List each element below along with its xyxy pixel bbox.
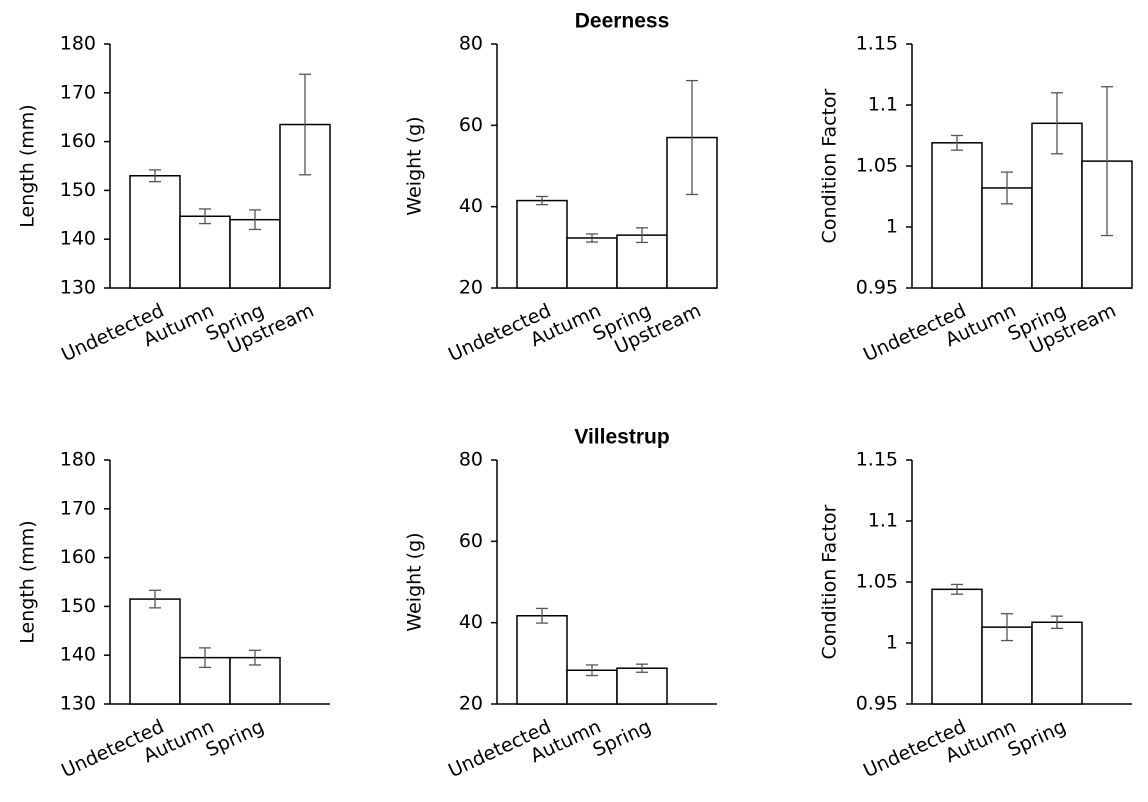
y-tick-label: 1 <box>886 632 898 654</box>
y-tick-label: 0.95 <box>856 277 898 299</box>
error-bar <box>951 583 963 595</box>
bar <box>516 615 568 705</box>
y-tick-label: 170 <box>60 497 96 519</box>
bar <box>566 237 618 289</box>
y-axis-label: Weight (g) <box>404 532 426 631</box>
y-tick-label: 130 <box>60 277 96 299</box>
y-tick-label: 1.1 <box>868 510 898 532</box>
y-tick-label: 60 <box>459 114 483 136</box>
y-tick-label: 40 <box>459 611 483 633</box>
y-tick-label: 160 <box>60 130 96 152</box>
bar <box>616 667 668 705</box>
bar <box>129 175 181 289</box>
y-tick-label: 170 <box>60 81 96 103</box>
y-axis-label: Condition Factor <box>819 504 841 659</box>
error-bar <box>1101 86 1113 237</box>
chart-title: Villestrup <box>574 426 669 449</box>
y-tick-label: 150 <box>60 595 96 617</box>
bar <box>229 218 281 289</box>
bar <box>931 142 983 289</box>
y-tick-label: 1.15 <box>856 449 898 471</box>
y-tick-label: 180 <box>60 33 96 55</box>
error-bar <box>636 663 648 673</box>
y-tick-label: 0.95 <box>856 693 898 715</box>
error-bar <box>586 664 598 677</box>
y-tick-label: 20 <box>459 693 483 715</box>
error-bar <box>1001 171 1013 205</box>
bar <box>931 588 983 705</box>
y-tick-label: 1.15 <box>856 33 898 55</box>
error-bar <box>686 79 698 196</box>
x-tick-label: Spring <box>203 716 268 762</box>
y-axis-label: Length (mm) <box>17 520 39 643</box>
y-tick-label: 80 <box>459 33 483 55</box>
error-bar <box>951 134 963 151</box>
error-bar <box>149 169 161 183</box>
y-tick-label: 180 <box>60 449 96 471</box>
y-tick-label: 20 <box>459 277 483 299</box>
y-tick-label: 80 <box>459 449 483 471</box>
y-tick-label: 140 <box>60 228 96 250</box>
bar <box>616 234 668 289</box>
error-bar <box>1001 613 1013 642</box>
y-tick-label: 160 <box>60 546 96 568</box>
chart-title: Deerness <box>575 10 670 33</box>
error-bar <box>199 208 211 225</box>
y-tick-label: 130 <box>60 693 96 715</box>
error-bar <box>249 209 261 231</box>
x-tick-label: Spring <box>590 716 655 762</box>
bar <box>179 215 231 289</box>
y-axis-label: Weight (g) <box>404 116 426 215</box>
error-bar <box>149 589 161 609</box>
error-bar <box>1051 615 1063 630</box>
y-tick-label: 1.05 <box>856 571 898 593</box>
y-tick-label: 60 <box>459 530 483 552</box>
bar <box>981 187 1033 289</box>
error-bar <box>249 649 261 666</box>
y-axis-label: Condition Factor <box>819 88 841 243</box>
error-bar <box>536 607 548 624</box>
y-tick-label: 140 <box>60 644 96 666</box>
y-axis-label: Length (mm) <box>17 104 39 227</box>
bar <box>516 199 568 289</box>
y-tick-label: 1.1 <box>868 94 898 116</box>
y-tick-label: 1.05 <box>856 155 898 177</box>
y-tick-label: 1 <box>886 216 898 238</box>
y-tick-label: 40 <box>459 195 483 217</box>
error-bar <box>299 73 311 176</box>
error-bar <box>1051 92 1063 155</box>
bar <box>129 598 181 705</box>
error-bar <box>586 233 598 243</box>
y-tick-label: 150 <box>60 179 96 201</box>
error-bar <box>536 195 548 206</box>
x-tick-label: Spring <box>1005 716 1070 762</box>
error-bar <box>199 647 211 669</box>
error-bar <box>636 227 648 244</box>
bar <box>1031 621 1083 705</box>
